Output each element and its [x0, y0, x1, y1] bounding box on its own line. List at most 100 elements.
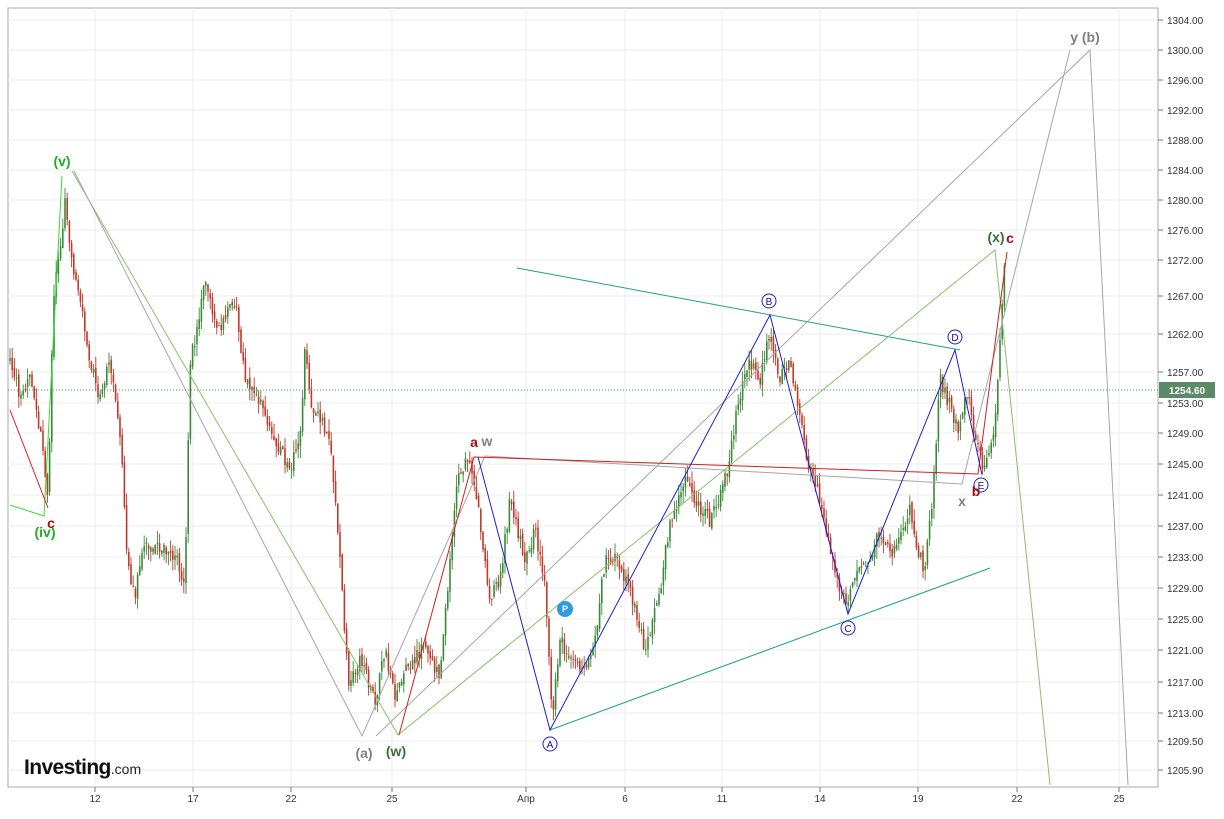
candle-body [114, 384, 117, 401]
candle-body [145, 542, 148, 544]
candle-body [233, 306, 236, 309]
candle-body [130, 564, 132, 585]
candle-body [530, 547, 533, 553]
candle-body [191, 344, 194, 367]
wave-label-D-circle [947, 329, 963, 345]
candle-body [216, 321, 218, 328]
candle-body [759, 378, 761, 385]
candle-body [783, 366, 786, 368]
y-tick-label: 1253.00 [1167, 399, 1204, 410]
candle-body [271, 427, 273, 434]
candle-body [627, 574, 629, 582]
candle-body [972, 414, 975, 437]
candle-body [937, 399, 940, 442]
candle-body [460, 472, 462, 474]
candle-body [119, 417, 121, 437]
candle-body [11, 357, 13, 371]
candle-body [862, 563, 865, 565]
candle-body [286, 462, 288, 468]
candle-body [605, 555, 607, 573]
investing-logo: Investing.com [24, 756, 141, 780]
candle-body [403, 673, 405, 685]
wave-label-E-circle [973, 477, 989, 493]
candle-body [453, 510, 456, 538]
wave-iv-v [9, 175, 63, 517]
candle-body [321, 418, 324, 421]
candle-body [878, 531, 880, 538]
candle-body [757, 370, 759, 380]
wave-label-E: E [978, 481, 985, 492]
candle-body [572, 658, 574, 660]
candle-body [537, 527, 539, 552]
candle-body [717, 504, 720, 506]
candle-body [634, 603, 636, 608]
candle-body [719, 489, 722, 507]
candle-body [108, 362, 110, 365]
wave-label-x-paren: (x) [987, 229, 1004, 245]
candle-body [935, 443, 937, 474]
candle-body [447, 591, 449, 609]
candle-body [156, 542, 159, 544]
candle-body [334, 481, 337, 503]
candle-body [889, 543, 891, 552]
candle-body [378, 673, 381, 693]
candle-body [73, 254, 75, 275]
candle-body [277, 443, 280, 452]
candle-body [352, 671, 354, 683]
candle-body [526, 551, 528, 564]
candle-body [926, 540, 929, 566]
candle-body [455, 486, 458, 510]
candle-body [812, 468, 814, 476]
candle-body [161, 550, 163, 554]
x-tick-label: 17 [187, 794, 199, 805]
candle-body [396, 690, 398, 702]
candle-body [521, 533, 524, 555]
grid-lines [8, 8, 1158, 787]
y-tick-label: 1292.00 [1167, 106, 1204, 117]
candle-body [656, 603, 658, 606]
candle-body [319, 409, 321, 423]
y-tick-label: 1296.00 [1167, 76, 1204, 87]
candle-body [559, 640, 561, 666]
candle-body [957, 421, 959, 433]
candle-body [436, 666, 438, 673]
candle-body [693, 490, 695, 503]
candle-body [51, 353, 53, 443]
candle-body [13, 367, 16, 377]
candle-body [185, 536, 187, 584]
candle-body [678, 495, 680, 508]
candle-body [264, 406, 266, 416]
candle-body [449, 558, 451, 593]
candle-body [528, 550, 530, 552]
candle-body [84, 311, 86, 332]
candle-body [473, 470, 475, 486]
candle-body [213, 311, 216, 320]
candle-body [374, 691, 376, 705]
candle-body [147, 545, 150, 550]
candle-body [708, 508, 711, 527]
candle-body [508, 499, 511, 532]
candle-body [774, 350, 777, 358]
candle-body [900, 532, 902, 540]
candle-body [796, 387, 799, 406]
candle-body [785, 368, 788, 370]
y-tick-label: 1237.00 [1167, 522, 1204, 533]
candle-body [477, 496, 480, 508]
x-axis: 12 17 22 25 Апр 6 11 14 19 22 25 [89, 787, 1125, 805]
candle-body [504, 534, 506, 564]
candle-body [629, 581, 632, 589]
candle-body [462, 471, 464, 475]
candle-body [480, 509, 482, 533]
candle-body [260, 399, 262, 403]
candle-body [255, 394, 258, 396]
candle-body [986, 457, 988, 468]
candle-body [636, 605, 638, 620]
x-tick-label: 6 [622, 794, 628, 805]
candle-body [328, 430, 330, 439]
candle-body [429, 651, 431, 658]
candle-body [891, 549, 893, 557]
candle-body [792, 364, 794, 384]
candle-body [557, 664, 559, 681]
candle-body [794, 384, 797, 390]
